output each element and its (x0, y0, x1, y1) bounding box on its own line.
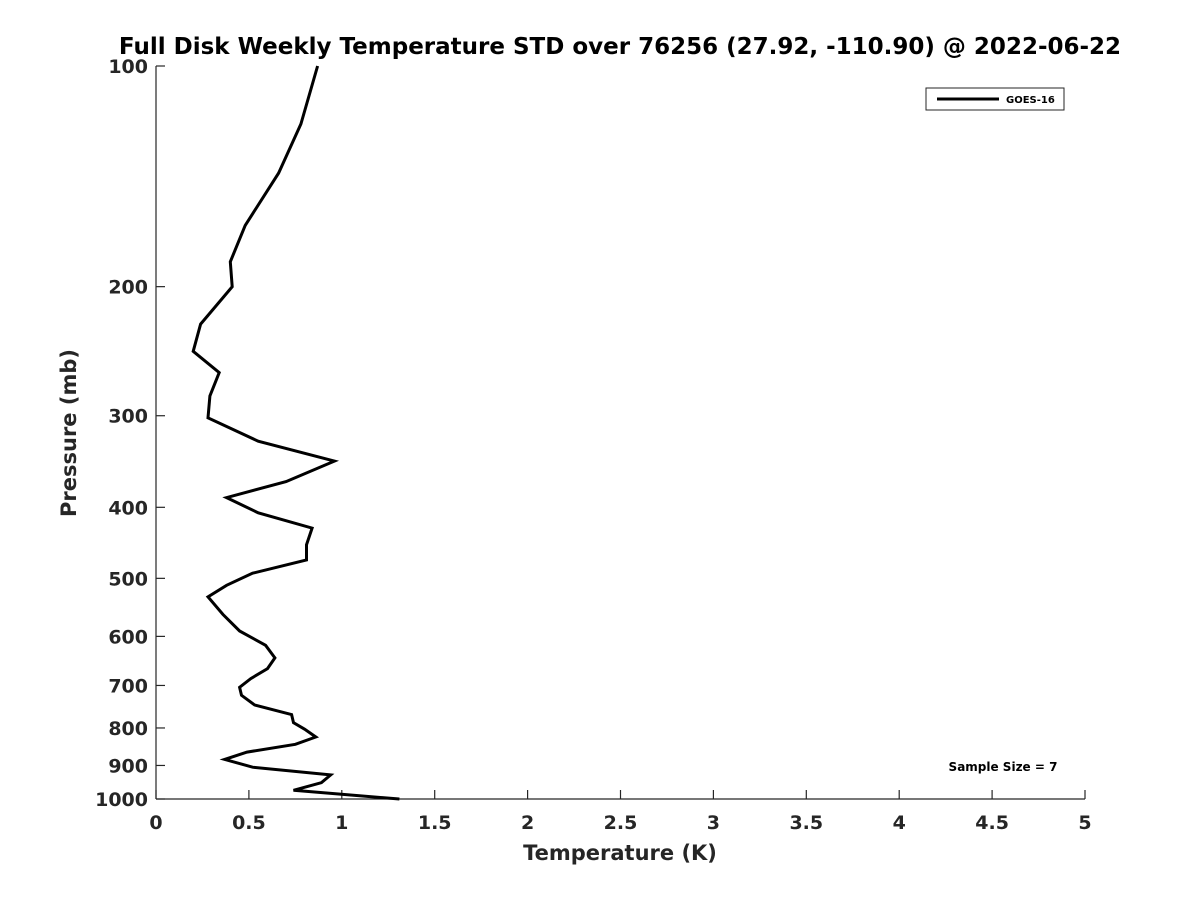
x-tick-label: 2 (521, 812, 534, 834)
x-axis-label: Temperature (K) (523, 841, 717, 865)
sample-size-annotation: Sample Size = 7 (949, 760, 1058, 774)
y-tick-label: 500 (108, 568, 148, 590)
x-tick-label: 1.5 (418, 812, 452, 834)
x-tick-label: 3 (707, 812, 720, 834)
y-tick-label: 400 (108, 497, 148, 519)
y-tick-label: 600 (108, 626, 148, 648)
chart-title: Full Disk Weekly Temperature STD over 76… (119, 34, 1121, 60)
legend: GOES-16 (925, 87, 1065, 111)
x-tick-label: 4.5 (975, 812, 1009, 834)
y-tick-label: 1000 (95, 789, 148, 811)
y-tick-label: 200 (108, 277, 148, 299)
y-tick-label: 800 (108, 718, 148, 740)
series-layer (191, 65, 400, 801)
x-tick-label: 3.5 (789, 812, 823, 834)
y-tick-label: 100 (108, 56, 148, 78)
legend-entry-label: GOES-16 (1006, 95, 1055, 106)
x-tick-label: 1 (335, 812, 348, 834)
x-tick-label: 0.5 (232, 812, 266, 834)
x-tick-label: 5 (1078, 812, 1091, 834)
x-tick-label: 0 (149, 812, 162, 834)
y-tick-label: 900 (108, 755, 148, 777)
series-line-0 (191, 65, 400, 801)
x-axis-ticks: 0 0.5 1 1.5 2 2.5 3 3.5 4 4.5 5 (149, 790, 1092, 834)
y-axis-ticks: 100 200 300 400 500 600 700 800 900 1000 (95, 56, 165, 811)
y-axis-label: Pressure (mb) (57, 349, 81, 517)
plot-axes (155, 66, 1085, 800)
y-tick-label: 700 (108, 675, 148, 697)
x-tick-label: 4 (893, 812, 906, 834)
y-tick-label: 300 (108, 406, 148, 428)
x-tick-label: 2.5 (604, 812, 638, 834)
